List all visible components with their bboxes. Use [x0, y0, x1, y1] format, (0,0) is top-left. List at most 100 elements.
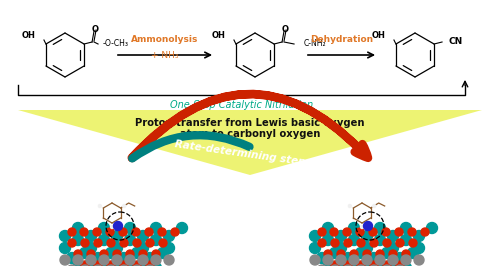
Circle shape [86, 243, 96, 253]
Circle shape [375, 255, 385, 265]
Circle shape [126, 250, 134, 258]
Circle shape [322, 235, 334, 246]
Circle shape [132, 228, 140, 236]
Circle shape [363, 250, 371, 258]
Text: + NH₃: + NH₃ [151, 51, 179, 60]
Circle shape [426, 222, 438, 234]
Circle shape [349, 255, 359, 265]
Circle shape [364, 222, 372, 231]
Circle shape [400, 235, 411, 246]
Circle shape [343, 265, 353, 266]
Circle shape [99, 255, 109, 265]
Circle shape [356, 265, 366, 266]
Circle shape [389, 250, 397, 258]
Circle shape [388, 231, 398, 242]
Circle shape [408, 247, 418, 259]
Circle shape [164, 255, 174, 265]
Circle shape [362, 243, 372, 253]
Circle shape [93, 265, 103, 266]
Circle shape [146, 239, 154, 247]
Circle shape [86, 231, 96, 242]
Circle shape [360, 226, 364, 228]
Circle shape [316, 252, 328, 264]
Circle shape [322, 222, 334, 234]
Text: C-NH₂: C-NH₂ [304, 39, 326, 48]
Circle shape [348, 205, 352, 207]
Circle shape [414, 243, 424, 253]
Circle shape [323, 255, 333, 265]
Circle shape [132, 247, 142, 259]
Circle shape [357, 261, 365, 266]
Circle shape [94, 239, 102, 247]
Text: OH: OH [22, 31, 36, 40]
Circle shape [317, 265, 327, 266]
Circle shape [374, 263, 386, 266]
Circle shape [81, 239, 89, 247]
Text: One-Step Catalytic Nitrilation: One-Step Catalytic Nitrilation [170, 100, 314, 110]
Circle shape [92, 252, 104, 264]
Circle shape [318, 239, 326, 247]
Circle shape [331, 239, 339, 247]
Circle shape [124, 222, 136, 234]
Circle shape [60, 243, 70, 253]
Circle shape [138, 243, 148, 253]
Circle shape [388, 257, 398, 266]
Circle shape [357, 239, 365, 247]
Text: OH: OH [372, 31, 386, 40]
Circle shape [107, 261, 115, 266]
Circle shape [382, 228, 390, 236]
Circle shape [60, 255, 70, 265]
Circle shape [68, 239, 76, 247]
Circle shape [383, 239, 391, 247]
Text: O: O [92, 24, 98, 34]
Circle shape [344, 239, 352, 247]
Circle shape [376, 250, 384, 258]
FancyArrowPatch shape [132, 135, 250, 158]
Circle shape [395, 265, 405, 266]
Circle shape [343, 228, 351, 236]
Circle shape [145, 265, 155, 266]
Circle shape [72, 235, 84, 246]
Text: -O-CH₃: -O-CH₃ [103, 39, 129, 48]
Circle shape [118, 252, 130, 264]
Circle shape [72, 222, 84, 234]
Circle shape [122, 205, 126, 207]
Circle shape [106, 228, 114, 236]
Circle shape [402, 250, 410, 258]
Circle shape [152, 250, 160, 258]
Circle shape [120, 261, 128, 266]
Circle shape [331, 261, 339, 266]
Circle shape [138, 231, 148, 242]
Circle shape [158, 228, 166, 236]
Text: O: O [282, 24, 288, 34]
Circle shape [396, 261, 404, 266]
FancyArrowPatch shape [132, 94, 368, 158]
Circle shape [330, 247, 340, 259]
Circle shape [330, 228, 338, 236]
Circle shape [138, 257, 148, 266]
Circle shape [86, 255, 96, 265]
Circle shape [348, 263, 360, 266]
Circle shape [112, 243, 122, 253]
Circle shape [98, 222, 110, 234]
Circle shape [114, 222, 122, 231]
Circle shape [67, 265, 77, 266]
Circle shape [72, 263, 84, 266]
Circle shape [80, 228, 88, 236]
Circle shape [369, 265, 379, 266]
Circle shape [336, 257, 346, 266]
Circle shape [396, 239, 404, 247]
Circle shape [139, 250, 147, 258]
Circle shape [124, 263, 136, 266]
Circle shape [370, 239, 378, 247]
Circle shape [66, 252, 78, 264]
Circle shape [112, 255, 122, 265]
Circle shape [119, 265, 129, 266]
Circle shape [344, 261, 352, 266]
Circle shape [171, 228, 179, 236]
Circle shape [322, 263, 334, 266]
Circle shape [98, 235, 110, 246]
Circle shape [150, 235, 162, 246]
Circle shape [374, 222, 386, 234]
Text: Proton transfer from Lewis basic oxygen: Proton transfer from Lewis basic oxygen [135, 118, 365, 128]
